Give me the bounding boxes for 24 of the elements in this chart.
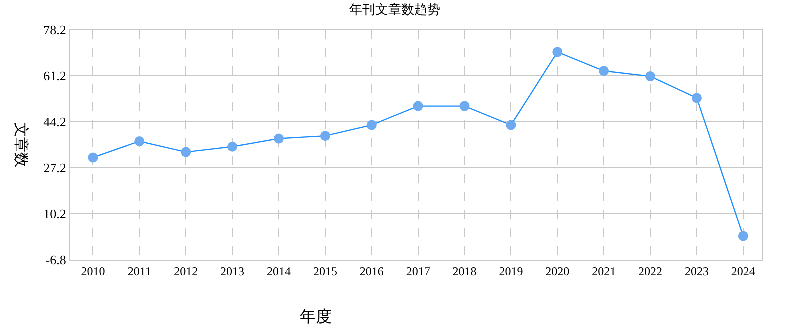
x-tick-label: 2013 <box>220 264 245 278</box>
y-tick-label: 27.2 <box>44 160 66 176</box>
x-tick-label: 2020 <box>546 264 570 278</box>
x-tick-label: 2015 <box>313 264 338 278</box>
y-tick-label: 10.2 <box>44 206 66 222</box>
x-tick-label: 2018 <box>452 264 477 278</box>
y-tick-label: 44.2 <box>44 114 66 130</box>
y-tick-label: -6.8 <box>46 252 66 268</box>
chart-title: 年刊文章数趋势 <box>350 2 440 18</box>
x-tick-label: 2014 <box>266 264 291 278</box>
y-tick-label: 61.2 <box>44 68 66 84</box>
x-tick-label: 2021 <box>592 264 616 278</box>
x-axis-title: 年度 <box>300 308 332 326</box>
x-tick-label: 2023 <box>684 264 709 278</box>
x-tick-label: 2017 <box>406 264 430 278</box>
x-tick-label: 2024 <box>731 264 756 278</box>
x-tick-label: 2012 <box>174 264 198 278</box>
x-tick-label: 2011 <box>128 264 152 278</box>
x-tick-label: 2010 <box>81 264 106 278</box>
x-tick-label: 2022 <box>638 264 663 278</box>
y-axis-title: 文章数 <box>12 122 30 168</box>
x-tick-label: 2016 <box>360 264 384 278</box>
x-tick-label: 2019 <box>499 264 524 278</box>
y-tick-label: 78.2 <box>44 22 66 38</box>
